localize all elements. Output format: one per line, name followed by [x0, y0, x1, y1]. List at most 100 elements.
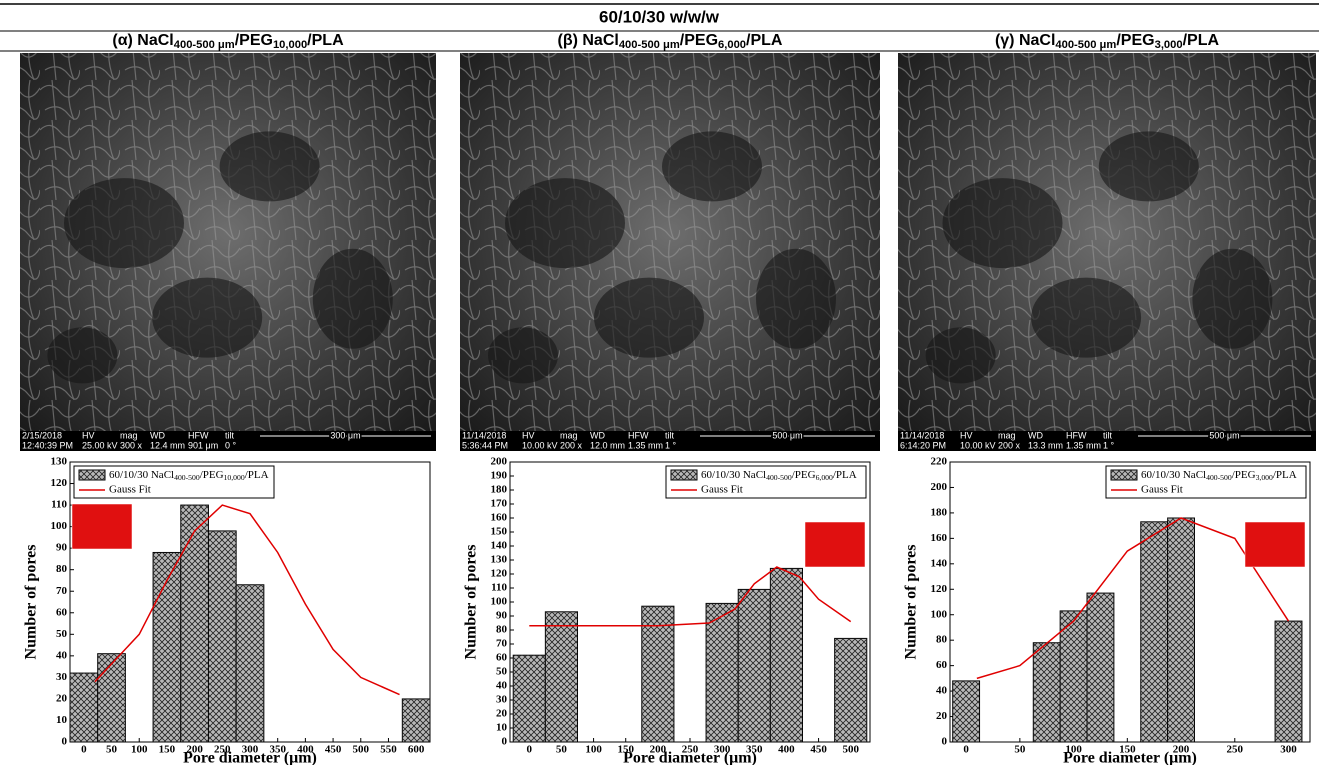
pore — [64, 178, 184, 268]
scale-label: 300 μm — [330, 430, 360, 440]
y-tick-label: 110 — [491, 582, 507, 594]
x-tick-label: 500 — [353, 744, 370, 756]
fit-line — [977, 518, 1289, 678]
y-tick-label: 190 — [491, 470, 508, 482]
subscript: 6,000 — [718, 39, 746, 51]
y-tick-label: 80 — [56, 563, 68, 575]
y-tick-label: 40 — [936, 685, 948, 697]
text-part: (β) NaCl — [558, 32, 619, 49]
image-info: 10.00 kV — [522, 440, 558, 450]
bar — [236, 585, 264, 742]
x-tick-label: 150 — [159, 744, 176, 756]
text-part: /PLA — [1183, 32, 1220, 49]
subscript: 10,000 — [224, 473, 245, 482]
subscript: 400-500 — [174, 473, 200, 482]
image-info: 0 ° — [225, 440, 237, 450]
text-part: /PEG — [1232, 469, 1256, 481]
x-tick-label: 0 — [963, 744, 969, 756]
image-info: WD — [150, 430, 165, 440]
y-tick-label: 0 — [942, 736, 948, 748]
image-info: 11/14/2018 — [462, 430, 506, 440]
legend-swatch-hatch — [671, 470, 697, 480]
figure: 60/10/30 w/w/w (α) NaCl400-500 μm/PEG10,… — [0, 0, 1319, 765]
text-part: 60/10/30 NaCl — [109, 469, 174, 481]
y-tick-label: 200 — [491, 456, 508, 468]
x-tick-label: 100 — [585, 744, 602, 756]
bar — [1060, 611, 1087, 742]
bar — [181, 505, 209, 742]
image-info: 1.35 mm — [1066, 440, 1101, 450]
image-info: 1 ° — [1103, 440, 1115, 450]
text-part: /PEG — [680, 32, 718, 49]
y-axis-label: Number of pores — [463, 545, 480, 660]
text-part: /PEG — [792, 469, 816, 481]
image-info: 12.4 mm — [150, 440, 185, 450]
y-tick-label: 150 — [491, 526, 508, 538]
y-tick-label: 120 — [931, 583, 948, 595]
subscript: 400-500 μm — [619, 39, 680, 51]
x-axis-label: Pore diameter (μm) — [183, 750, 317, 765]
legend-label: Gauss Fit — [701, 484, 743, 496]
x-tick-label: 300 — [1280, 744, 1297, 756]
y-tick-label: 40 — [496, 680, 508, 692]
image-info: 6:14:20 PM — [900, 440, 946, 450]
subscript: 10,000 — [273, 39, 307, 51]
y-tick-label: 80 — [936, 634, 948, 646]
y-tick-label: 220 — [931, 456, 948, 468]
bar — [1275, 621, 1302, 742]
y-axis-label: Number of pores — [23, 545, 40, 660]
pore — [926, 327, 996, 383]
pore — [1192, 249, 1272, 349]
y-tick-label: 100 — [51, 520, 68, 532]
text-part: /PEG — [1116, 32, 1154, 49]
image-info: HFW — [1066, 430, 1087, 440]
y-tick-label: 170 — [491, 498, 508, 510]
text-part: /PLA — [746, 32, 783, 49]
y-tick-label: 100 — [491, 596, 508, 608]
bar — [98, 654, 126, 742]
text-part: /PLA — [833, 469, 857, 481]
bar — [770, 568, 802, 742]
scale-label: 500 μm — [772, 430, 802, 440]
x-tick-label: 450 — [810, 744, 827, 756]
pore — [594, 278, 704, 358]
y-tick-label: 140 — [931, 557, 948, 569]
y-tick-label: 20 — [496, 708, 508, 720]
image-info: mag — [120, 430, 138, 440]
image-info: WD — [590, 430, 605, 440]
text-part: (γ) NaCl — [995, 32, 1055, 49]
y-tick-label: 120 — [491, 568, 508, 580]
subscript: 400-500 μm — [1055, 39, 1116, 51]
subscript: 400-500 — [766, 473, 792, 482]
bar — [642, 606, 674, 742]
text-part: /PEG — [235, 32, 273, 49]
bar — [835, 638, 867, 742]
x-tick-label: 50 — [1014, 744, 1026, 756]
image-info: 200 x — [560, 440, 583, 450]
image-info: tilt — [1103, 430, 1112, 440]
subscript: 3,000 — [1155, 39, 1183, 51]
y-tick-label: 70 — [496, 638, 508, 650]
pore — [505, 178, 625, 268]
pore — [662, 131, 762, 201]
y-tick-label: 50 — [56, 628, 68, 640]
inset-image — [72, 504, 132, 549]
pore — [943, 178, 1063, 268]
y-tick-label: 30 — [56, 671, 68, 683]
y-tick-label: 100 — [931, 608, 948, 620]
text-part: 60/10/30 NaCl — [1141, 469, 1206, 481]
x-tick-label: 50 — [556, 744, 568, 756]
panel-label: (α) NaCl400-500 μm/PEG10,000/PLA — [112, 32, 344, 51]
x-tick-label: 0 — [527, 744, 533, 756]
y-tick-label: 160 — [931, 532, 948, 544]
legend-swatch-hatch — [79, 470, 105, 480]
y-tick-label: 0 — [62, 736, 68, 748]
pore — [220, 131, 320, 201]
image-info: 901 μm — [188, 440, 218, 450]
pore — [756, 249, 836, 349]
text-part: (α) NaCl — [112, 32, 173, 49]
image-info: mag — [560, 430, 578, 440]
text-part: /PEG — [200, 469, 224, 481]
pore — [313, 249, 393, 349]
legend-label: Gauss Fit — [1141, 484, 1183, 496]
